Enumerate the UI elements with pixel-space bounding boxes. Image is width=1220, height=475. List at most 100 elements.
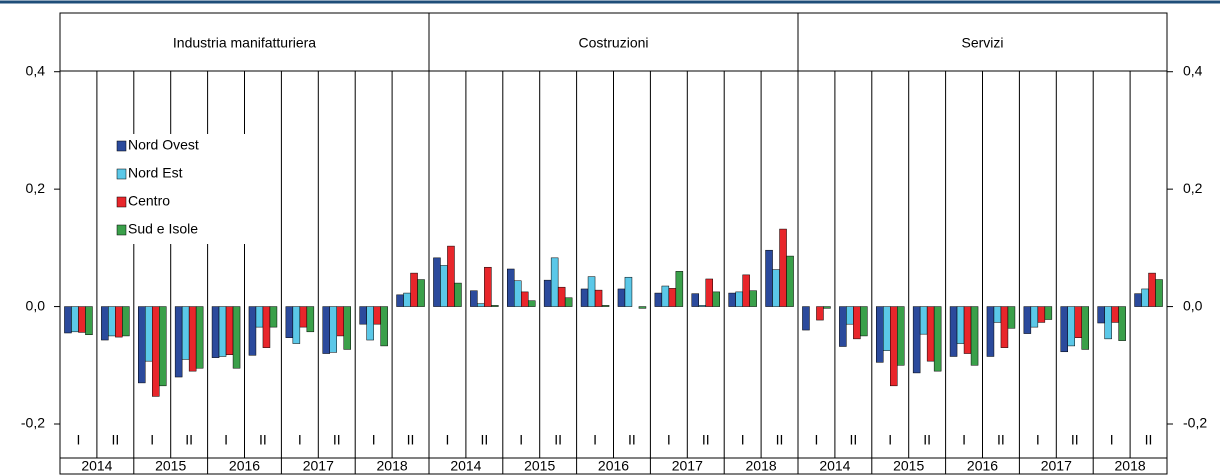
group-label: 2015 — [155, 458, 186, 474]
bar — [883, 306, 891, 351]
bar — [396, 294, 404, 307]
x-tick-label: I — [446, 432, 450, 448]
x-tick-label: II — [480, 432, 488, 448]
bar — [580, 288, 589, 307]
bar — [912, 306, 921, 374]
bar — [587, 276, 596, 307]
bar — [963, 306, 972, 354]
bar — [1037, 306, 1046, 323]
bar — [225, 306, 234, 355]
bar — [779, 228, 787, 307]
x-tick-label: I — [815, 432, 819, 448]
x-tick-label: II — [997, 432, 1005, 448]
bar — [1097, 306, 1105, 324]
bar — [366, 306, 374, 341]
bar — [380, 306, 388, 347]
x-tick-label: II — [776, 432, 784, 448]
bar — [742, 274, 750, 307]
bar — [986, 306, 995, 357]
x-tick-label: II — [259, 432, 267, 448]
y-tick-label: 0,0 — [1183, 297, 1203, 313]
group-label: 2017 — [672, 458, 703, 474]
bar — [491, 305, 499, 307]
bar — [64, 306, 72, 334]
x-tick-label: II — [1071, 432, 1079, 448]
bar — [624, 276, 633, 307]
bar — [343, 306, 351, 350]
bar — [853, 306, 861, 340]
bar — [638, 306, 647, 309]
bar — [108, 306, 116, 337]
bar — [1111, 306, 1119, 323]
bar — [1155, 279, 1163, 307]
x-tick-label: II — [849, 432, 857, 448]
bar — [433, 257, 441, 307]
bar — [1067, 306, 1075, 347]
bar — [514, 280, 522, 307]
bar — [949, 306, 958, 357]
bar — [138, 306, 146, 384]
x-tick-label: I — [888, 432, 892, 448]
bar — [292, 306, 301, 344]
bar — [876, 306, 884, 363]
bar — [1118, 306, 1126, 341]
group-label: 2016 — [229, 458, 260, 474]
bar — [661, 285, 670, 307]
y-tick-label: 0,2 — [1183, 180, 1203, 196]
bar — [262, 306, 271, 348]
bar — [1030, 306, 1039, 328]
bar — [1148, 272, 1156, 307]
bar — [359, 306, 367, 325]
bar — [145, 306, 153, 362]
bar — [159, 306, 167, 387]
group-label: 2015 — [893, 458, 924, 474]
bar — [993, 306, 1002, 323]
x-tick-label: I — [962, 432, 966, 448]
x-tick-label: II — [333, 432, 341, 448]
bar — [956, 306, 965, 344]
panel-title: Servizi — [961, 35, 1003, 51]
bar — [417, 279, 425, 307]
legend-swatch — [116, 168, 127, 180]
bar — [181, 306, 190, 360]
group-label: 2017 — [1041, 458, 1072, 474]
bar — [403, 292, 411, 307]
bar — [594, 289, 603, 307]
bar — [336, 306, 344, 337]
x-tick-label: II — [1145, 432, 1153, 448]
bar — [786, 255, 794, 307]
group-label: 2016 — [967, 458, 998, 474]
x-tick-label: I — [372, 432, 376, 448]
x-tick-label: I — [298, 432, 302, 448]
bar — [521, 291, 529, 307]
x-tick-label: I — [593, 432, 597, 448]
panel-title: Industria manifatturiera — [173, 35, 316, 51]
legend-swatch — [116, 196, 127, 208]
plot-frame — [59, 12, 1168, 475]
bar — [564, 297, 573, 307]
bar — [174, 306, 183, 378]
bar — [668, 288, 677, 307]
bar — [772, 269, 780, 307]
bar — [1104, 306, 1112, 340]
y-tick-label: 0,2 — [26, 180, 46, 196]
bar — [470, 290, 478, 307]
x-tick-label: I — [1036, 432, 1040, 448]
bar — [299, 306, 308, 328]
group-label: 2017 — [303, 458, 334, 474]
bar — [71, 306, 79, 333]
bar — [765, 249, 773, 307]
bar — [654, 292, 663, 307]
x-tick-label: I — [1110, 432, 1114, 448]
x-tick-label: II — [185, 432, 193, 448]
bar — [823, 306, 831, 309]
y-tick-label: -0,2 — [1183, 415, 1207, 431]
x-tick-label: I — [741, 432, 745, 448]
x-tick-label: II — [554, 432, 562, 448]
bar — [285, 306, 294, 338]
bar — [1074, 306, 1082, 338]
bar — [322, 306, 330, 354]
legend-label: Nord Est — [128, 165, 183, 181]
bar — [839, 306, 847, 347]
